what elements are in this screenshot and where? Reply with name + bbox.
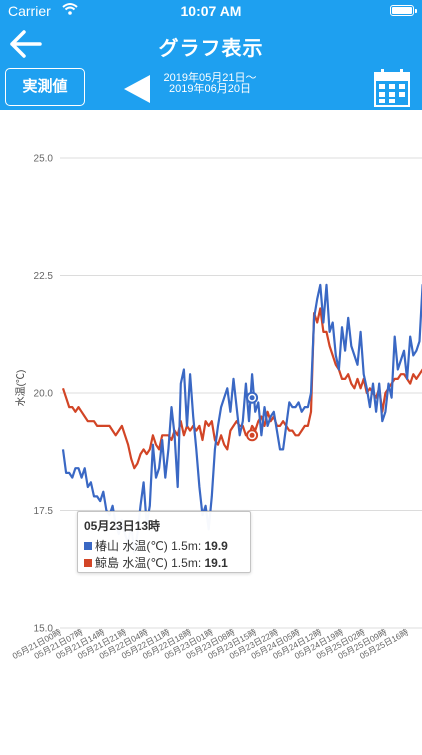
date-to-label: 2019年06月20日	[169, 83, 251, 95]
navigation-bar: グラフ表示	[0, 22, 422, 66]
clock-label: 10:07 AM	[180, 3, 242, 19]
series-swatch-icon	[84, 559, 92, 567]
tooltip-row-kujirajima: 鯨島 水温(℃) 1.5m: 19.1	[84, 555, 244, 572]
y-tick-label: 15.0	[34, 624, 54, 635]
arrow-left-icon	[10, 30, 42, 58]
tooltip-series-label: 椿山 水温(℃) 1.5m:	[95, 539, 205, 553]
y-tick-label: 22.5	[34, 271, 54, 282]
calendar-icon	[374, 69, 410, 107]
page-title: グラフ表示	[158, 38, 264, 60]
highlight-point-center	[249, 395, 255, 401]
battery-icon	[390, 5, 417, 16]
y-axis-title: 水温(℃)	[15, 370, 27, 407]
triangle-left-icon	[124, 75, 150, 103]
tooltip-series-value: 19.9	[204, 539, 228, 553]
series-line-kujirajima	[61, 307, 422, 470]
date-range: 2019年05月21日〜 2019年06月20日	[155, 73, 265, 95]
previous-period-button[interactable]	[122, 74, 154, 104]
carrier-label: Carrier	[8, 3, 51, 19]
tooltip-series-label: 鯨島 水温(℃) 1.5m:	[95, 556, 205, 570]
y-tick-label: 17.5	[34, 506, 54, 517]
highlight-point-center	[249, 432, 255, 438]
measured-value-button[interactable]: 実測値	[5, 68, 85, 106]
back-button[interactable]	[8, 26, 48, 62]
tooltip-title: 05月23日13時	[84, 519, 161, 533]
toolbar: 実測値 2019年05月21日〜 2019年06月20日	[0, 66, 422, 110]
line-chart[interactable]: 15.017.520.022.525.0 05月21日00時05月21日07時0…	[0, 110, 422, 750]
tooltip-series-value: 19.1	[204, 556, 228, 570]
calendar-button[interactable]	[372, 68, 412, 108]
status-bar: Carrier 10:07 AM	[0, 0, 422, 22]
date-from-label: 2019年05月21日〜	[163, 72, 257, 84]
water-temperature-chart[interactable]: 15.0 17.5 20.0 22.5 25.0 05月21日00時 05月21日07時 0…	[0, 110, 422, 750]
y-tick-label: 25.0	[34, 154, 54, 165]
series-swatch-icon	[84, 542, 92, 550]
y-tick-label: 20.0	[34, 389, 54, 400]
wifi-icon	[62, 2, 78, 19]
tooltip-row-tsubakiyama: 椿山 水温(℃) 1.5m: 19.9	[84, 538, 244, 555]
chart-tooltip: 05月23日13時 椿山 水温(℃) 1.5m: 19.9 鯨島 水温(℃) 1…	[77, 511, 251, 573]
